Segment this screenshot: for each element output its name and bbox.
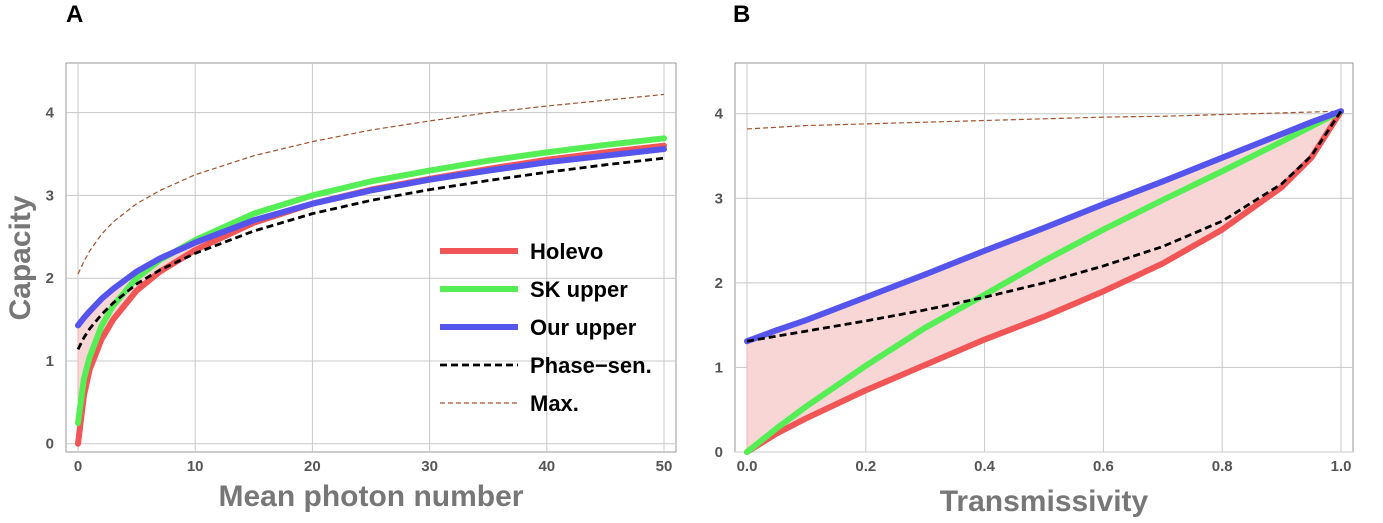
y-tick-label: 0 <box>46 436 54 453</box>
x-tick-label: 50 <box>656 458 673 475</box>
legend-label: Phase−sen. <box>530 353 652 378</box>
legend-label: Holevo <box>530 239 603 264</box>
x-tick-label: 0.4 <box>974 458 996 475</box>
y-tick-label: 0 <box>715 444 723 461</box>
x-tick-label: 0 <box>74 458 82 475</box>
x-tick-label: 30 <box>421 458 438 475</box>
x-axis-title: Mean photon number <box>219 480 524 513</box>
y-tick-label: 3 <box>715 190 723 207</box>
y-tick-label: 2 <box>46 270 54 287</box>
x-tick-label: 0.8 <box>1212 458 1233 475</box>
x-axis-title: Transmissivity <box>940 485 1149 518</box>
y-tick-label: 4 <box>46 105 55 122</box>
x-tick-label: 0.2 <box>855 458 876 475</box>
x-tick-label: 0.0 <box>737 458 758 475</box>
panel-letter-a: A <box>66 1 83 28</box>
panel-b-plot: 0.0 0.2 0.4 0.6 0.8 1.0 0 1 2 3 4 Transmissivity <box>715 63 1353 518</box>
y-axis-title: Capacity <box>4 195 37 320</box>
x-tick-label: 40 <box>538 458 555 475</box>
y-tick-label: 4 <box>715 106 724 123</box>
x-tick-label: 0.6 <box>1093 458 1114 475</box>
y-tick-label: 1 <box>46 353 54 370</box>
x-tick-label: 10 <box>187 458 204 475</box>
legend-label: SK upper <box>530 277 628 302</box>
y-tick-label: 3 <box>46 187 54 204</box>
x-tick-label: 20 <box>304 458 321 475</box>
panel-letter-b: B <box>733 1 750 28</box>
legend-label: Our upper <box>530 315 637 340</box>
legend-label: Max. <box>530 391 579 416</box>
x-tick-label: 1.0 <box>1331 458 1352 475</box>
y-tick-label: 2 <box>715 275 723 292</box>
y-tick-label: 1 <box>715 359 723 376</box>
